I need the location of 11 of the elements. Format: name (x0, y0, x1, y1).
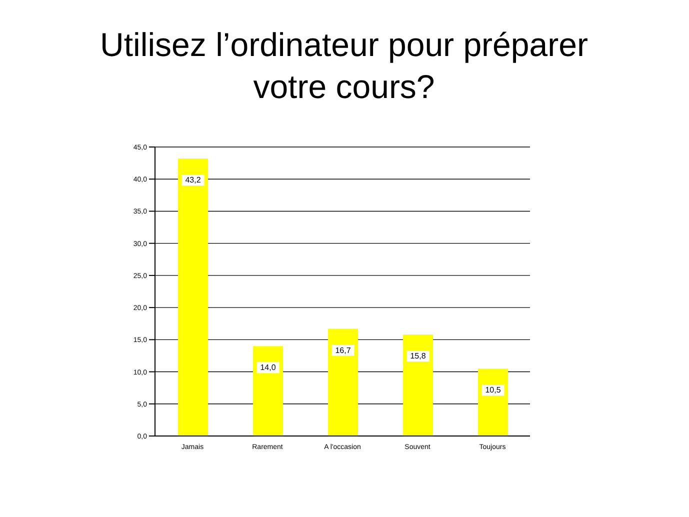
data-label: 10,5 (485, 386, 502, 395)
bar (403, 334, 433, 436)
data-label: 14,0 (260, 363, 276, 372)
chart-title: Utilisez l’ordinateur pour préparer votre cours? (99, 25, 589, 107)
bar (478, 368, 508, 436)
data-label: 15,8 (410, 352, 426, 361)
bar (253, 346, 283, 436)
bar (178, 158, 208, 436)
data-label: 43,2 (185, 176, 202, 185)
bar (328, 328, 358, 436)
data-label: 16,7 (335, 346, 352, 355)
